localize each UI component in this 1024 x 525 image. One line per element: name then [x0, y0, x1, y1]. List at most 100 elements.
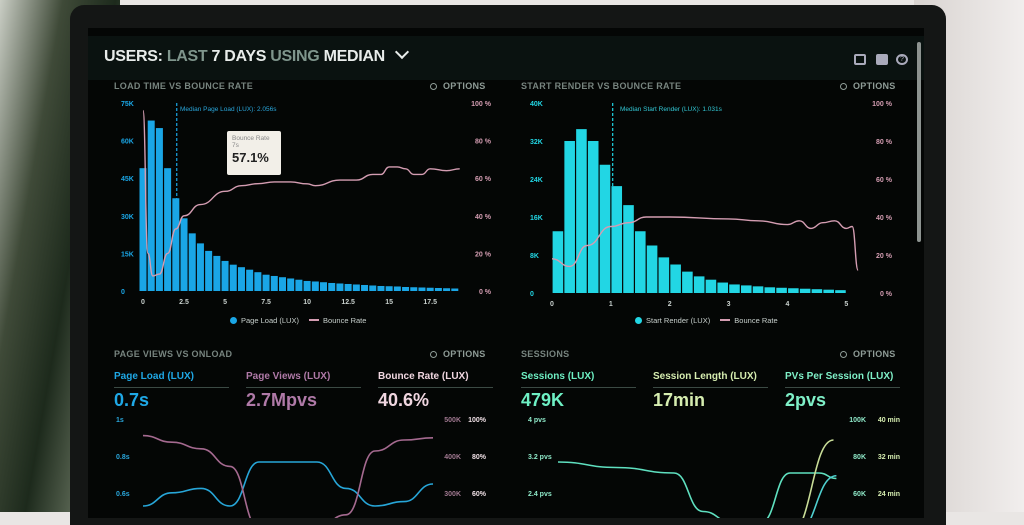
x-tick-label: 0: [550, 301, 554, 308]
tooltip-label: Bounce Rate: [232, 135, 270, 142]
series-line: [557, 461, 837, 518]
y3-tick-label: 24 min: [878, 491, 900, 498]
metric-label: Session Length (LUX): [653, 371, 757, 382]
y2-tick-label: 40 %: [475, 214, 492, 221]
panel-title-sessions: SESSIONS: [521, 349, 570, 359]
legend-item[interactable]: Page Load (LUX): [241, 316, 299, 325]
bar: [205, 250, 213, 291]
bar: [221, 260, 229, 291]
y-tick-label: 0.6s: [116, 491, 130, 498]
bar: [303, 280, 311, 291]
y2-tick-label: 80 %: [475, 139, 492, 146]
scrollbar[interactable]: [917, 42, 921, 242]
bar: [443, 288, 451, 291]
bar: [155, 128, 163, 291]
y-tick-label: 16K: [530, 215, 543, 222]
y3-tick-label: 60%: [472, 491, 487, 498]
y-tick-label: 45K: [121, 176, 134, 183]
median-label-load: Median Page Load (LUX): 2.056s: [180, 106, 277, 113]
bounce-rate-line: [551, 216, 859, 271]
bar: [254, 272, 262, 291]
metric-value: 17min: [653, 390, 706, 410]
bar: [385, 286, 393, 291]
bar: [764, 287, 776, 293]
options-button-load-time[interactable]: OPTIONS: [430, 81, 486, 91]
series-line: [142, 461, 434, 507]
bar: [623, 205, 634, 293]
options-label: OPTIONS: [853, 349, 896, 359]
bar: [229, 264, 237, 291]
bar: [552, 231, 564, 293]
y3-tick-label: 80%: [472, 454, 487, 461]
y-tick-label: 24K: [530, 177, 543, 184]
bar: [295, 279, 303, 291]
metric-divider: [378, 387, 493, 388]
y-tick-label: 3.2 pvs: [528, 454, 552, 461]
options-button-start-render[interactable]: OPTIONS: [840, 81, 896, 91]
y2-tick-label: 0 %: [479, 289, 492, 296]
bar: [564, 141, 575, 293]
y-tick-label: 60K: [121, 139, 134, 146]
y-tick-label: 40K: [530, 101, 543, 108]
bar: [196, 243, 204, 291]
metric-divider: [246, 387, 361, 388]
bar: [344, 283, 352, 291]
y3-tick-label: 40 min: [878, 417, 900, 424]
bar: [776, 287, 787, 293]
metric-label: Page Load (LUX): [114, 371, 195, 382]
y3-tick-label: 32 min: [878, 454, 900, 461]
bar: [799, 288, 811, 293]
bar: [164, 168, 172, 291]
y-tick-label: 75K: [121, 101, 134, 108]
y2-tick-label: 80 %: [876, 139, 893, 146]
y-tick-label: 1s: [116, 417, 124, 424]
x-tick-label: 12.5: [341, 299, 355, 306]
gear-icon: [430, 83, 437, 90]
x-tick-label: 10: [303, 299, 311, 306]
metric-divider: [653, 387, 768, 388]
x-tick-label: 7.5: [261, 299, 271, 306]
x-tick-label: 1: [609, 301, 613, 308]
legend-item[interactable]: Bounce Rate: [734, 316, 778, 325]
bar: [393, 286, 401, 291]
y2-tick-label: 20 %: [876, 253, 893, 260]
y-tick-label: 15K: [121, 251, 134, 258]
monitor-icon[interactable]: [854, 54, 866, 65]
y2-tick-label: 60 %: [475, 176, 492, 183]
help-icon[interactable]: ?: [896, 54, 908, 65]
legend-item[interactable]: Start Render (LUX): [646, 316, 711, 325]
bar: [611, 186, 623, 293]
x-tick-label: 15: [385, 299, 393, 306]
bar: [287, 278, 295, 291]
y-tick-label: 0: [530, 291, 534, 298]
y2-tick-label: 20 %: [475, 251, 492, 258]
bar: [729, 284, 740, 293]
bar: [237, 267, 245, 291]
bar: [139, 168, 147, 291]
legend-item[interactable]: Bounce Rate: [323, 316, 367, 325]
bar: [147, 120, 155, 292]
metric-label: Sessions (LUX): [521, 371, 595, 382]
bar: [369, 285, 377, 291]
series-line: [142, 434, 434, 518]
date-range-selector[interactable]: USERS: LAST 7 DAYS USING MEDIAN: [104, 44, 410, 66]
gear-icon: [840, 83, 847, 90]
panel-title-load-time: LOAD TIME VS BOUNCE RATE: [114, 81, 254, 91]
x-tick-label: 0: [141, 299, 145, 306]
metric-value: 479K: [521, 390, 565, 410]
series-line: [810, 474, 837, 518]
y3-tick-label: 100%: [468, 417, 487, 424]
legend-load: Page Load (LUX) Bounce Rate: [230, 316, 366, 325]
image-icon[interactable]: [876, 54, 888, 65]
options-button-page-views[interactable]: OPTIONS: [430, 349, 486, 359]
bar: [410, 287, 418, 291]
metric-label: Page Views (LUX): [246, 371, 331, 382]
y-tick-label: 2.4 pvs: [528, 491, 552, 498]
bar: [246, 269, 254, 291]
options-button-sessions[interactable]: OPTIONS: [840, 349, 896, 359]
tooltip-sub: 7s: [232, 142, 239, 149]
bar: [635, 231, 646, 293]
bar: [646, 245, 658, 293]
y2-tick-label: 100 %: [872, 101, 893, 108]
bar: [311, 281, 319, 291]
